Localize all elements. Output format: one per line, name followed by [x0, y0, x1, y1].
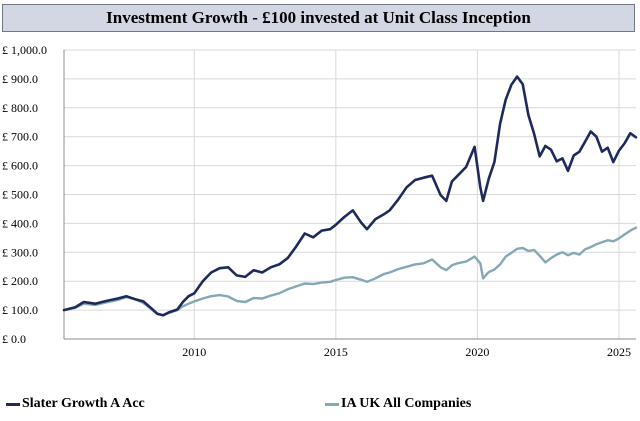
y-tick-label: £ 400.0	[2, 216, 38, 230]
y-tick-label: £ 500.0	[2, 188, 38, 202]
legend-item-ia-uk: IA UK All Companies	[325, 396, 471, 412]
y-tick-label: £ 100.0	[2, 303, 38, 317]
legend-swatch-ia-uk	[325, 402, 339, 406]
y-tick-label: £ 900.0	[2, 72, 38, 86]
y-tick-label: £ 700.0	[2, 130, 38, 144]
y-tick-label: £ 600.0	[2, 159, 38, 173]
x-tick-label: 2020	[465, 345, 489, 359]
y-tick-label: £ 300.0	[2, 245, 38, 259]
legend-label-slater: Slater Growth A Acc	[22, 396, 145, 411]
y-tick-label: £ 800.0	[2, 101, 38, 115]
legend-item-slater: Slater Growth A Acc	[6, 396, 145, 412]
x-tick-label: 2010	[182, 345, 206, 359]
y-tick-label: £ 1,000.0	[2, 43, 47, 57]
y-tick-label: £ 200.0	[2, 274, 38, 288]
y-tick-label: £ 0.0	[2, 332, 26, 346]
legend-label-ia-uk: IA UK All Companies	[341, 396, 472, 411]
series-line-ia-uk-all-companies	[62, 226, 638, 317]
chart-title: Investment Growth - £100 invested at Uni…	[106, 8, 531, 27]
legend-swatch-slater	[6, 402, 20, 406]
chart-title-bar: Investment Growth - £100 invested at Uni…	[2, 4, 635, 32]
x-tick-label: 2015	[324, 345, 348, 359]
series-line-slater-growth	[62, 75, 638, 317]
x-tick-label: 2025	[607, 345, 631, 359]
